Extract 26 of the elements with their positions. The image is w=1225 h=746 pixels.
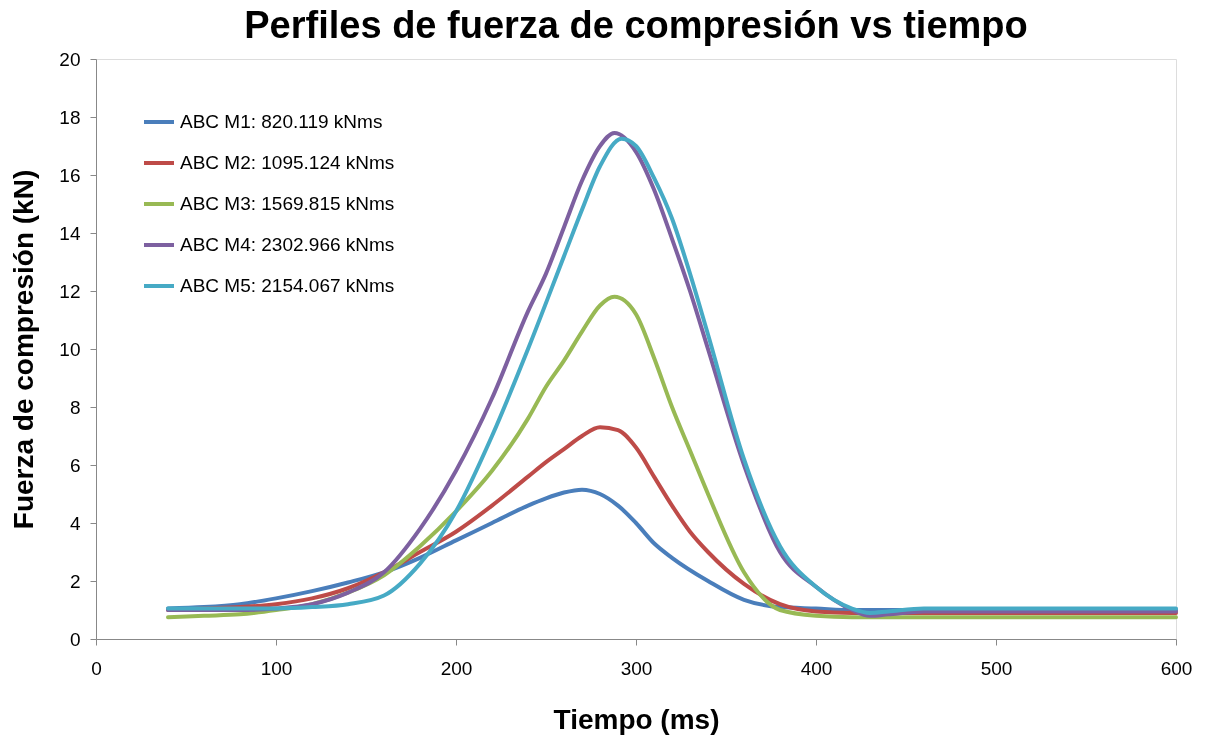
y-tick-label: 4 [69, 512, 81, 534]
x-tick-label: 100 [260, 657, 293, 679]
y-tick-label: 18 [59, 106, 81, 128]
x-tick-label: 300 [620, 657, 653, 679]
x-tick-label: 600 [1160, 657, 1193, 679]
chart-title: Perfiles de fuerza de compresión vs tiempo [244, 4, 1028, 46]
legend-label: ABC M4: 2302.966 kNms [180, 234, 395, 255]
legend-label: ABC M1: 820.119 kNms [180, 111, 383, 132]
y-tick-label: 10 [59, 338, 81, 360]
legend-label: ABC M2: 1095.124 kNms [180, 152, 395, 173]
y-tick-label: 8 [69, 396, 81, 418]
legend-label: ABC M3: 1569.815 kNms [180, 193, 395, 214]
x-tick-label: 200 [440, 657, 473, 679]
y-tick-label: 20 [59, 48, 81, 70]
x-axis-title: Tiempo (ms) [553, 703, 720, 735]
x-tick-label: 0 [91, 657, 102, 679]
x-tick-label: 500 [980, 657, 1013, 679]
y-tick-label: 12 [59, 280, 81, 302]
legend-label: ABC M5: 2154.067 kNms [180, 275, 395, 296]
x-tick-label: 400 [800, 657, 833, 679]
y-tick-label: 0 [69, 628, 81, 650]
y-tick-label: 16 [59, 164, 81, 186]
y-axis-title: Fuerza de compresión (kN) [8, 169, 40, 530]
y-tick-label: 6 [69, 454, 81, 476]
y-tick-label: 2 [69, 570, 81, 592]
y-tick-label: 14 [59, 222, 81, 244]
